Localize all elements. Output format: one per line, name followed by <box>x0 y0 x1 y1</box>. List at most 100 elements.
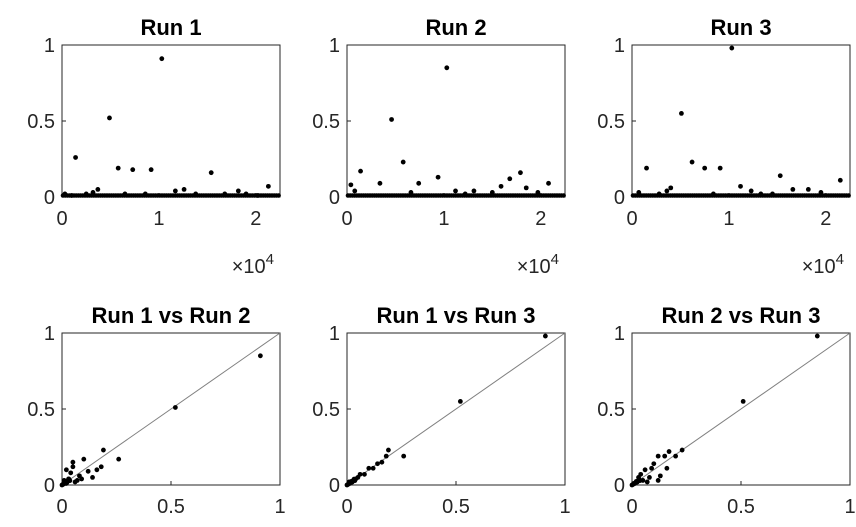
subplot-title: Run 3 <box>710 15 771 40</box>
data-point <box>518 170 523 176</box>
series-points <box>636 45 843 197</box>
x-axis-multiplier: ×104 <box>802 251 844 278</box>
x-tick-label: 0.5 <box>727 496 755 518</box>
y-tick-label: 0 <box>329 475 340 497</box>
x-tick-label: 1 <box>438 208 449 230</box>
data-point <box>790 187 796 192</box>
subplot-5: Run 1 vs Run 3 0 0.5 1 0 0.5 1 <box>312 303 570 518</box>
y-tick-label: 0.5 <box>27 399 55 421</box>
data-point <box>257 353 263 359</box>
data-point <box>122 191 128 197</box>
data-point <box>61 478 67 483</box>
axes-frame <box>61 44 281 198</box>
series-points <box>631 333 820 486</box>
y-tick-label: 0.5 <box>312 399 340 421</box>
x-multiplier-exponent: 4 <box>266 251 274 268</box>
subplot-1: Run 1 0 1 2 0 0.5 1 ×104 <box>27 15 281 278</box>
series-points <box>62 56 271 198</box>
data-point <box>95 187 101 192</box>
subplot-title: Run 2 <box>425 15 486 40</box>
subplot-title: Run 1 vs Run 2 <box>92 303 251 328</box>
data-point <box>193 191 199 197</box>
data-point <box>172 405 178 410</box>
y-tick-label: 0.5 <box>312 111 340 133</box>
data-point <box>729 45 735 51</box>
data-point <box>535 190 541 195</box>
data-point <box>818 190 824 195</box>
x-tick-label: 1 <box>559 496 570 518</box>
data-point <box>740 399 746 404</box>
data-point <box>90 475 95 480</box>
x-tick-label: 0.5 <box>157 496 185 518</box>
baseline-points <box>630 193 851 198</box>
y-tick-label: 0.5 <box>27 111 55 133</box>
x-tick-label: 0 <box>341 208 352 230</box>
data-point <box>389 117 394 122</box>
data-point <box>717 165 723 171</box>
data-point <box>416 180 422 186</box>
reference-line <box>61 332 281 486</box>
x-multiplier-exponent: 4 <box>836 251 844 268</box>
data-point <box>383 453 389 459</box>
data-point <box>657 473 663 479</box>
data-point <box>664 188 670 194</box>
data-point <box>68 470 74 476</box>
data-point <box>679 447 685 453</box>
data-point <box>636 190 642 195</box>
y-tick-label: 1 <box>329 323 340 345</box>
data-point <box>814 333 820 339</box>
data-point <box>142 191 148 197</box>
x-tick-label: 2 <box>820 208 831 230</box>
data-point <box>631 481 637 486</box>
data-point <box>90 190 96 195</box>
y-tick-label: 1 <box>44 323 55 345</box>
x-multiplier-base: ×10 <box>232 256 266 278</box>
data-point <box>73 155 78 160</box>
data-point <box>386 447 391 453</box>
data-point <box>94 467 100 473</box>
data-point <box>235 188 241 194</box>
reference-line <box>346 332 566 486</box>
data-point <box>462 191 468 197</box>
data-point <box>116 456 122 462</box>
data-point <box>489 190 495 195</box>
axes-frame <box>631 44 851 198</box>
data-point <box>346 479 352 485</box>
data-point <box>444 65 450 71</box>
x-tick-label: 1 <box>274 496 285 518</box>
y-tick-label: 1 <box>44 35 55 57</box>
data-point <box>453 188 458 194</box>
data-point <box>79 476 85 482</box>
y-tick-label: 1 <box>614 323 625 345</box>
series-points <box>61 353 263 486</box>
data-point <box>74 478 80 483</box>
baseline-points <box>345 193 566 198</box>
data-point <box>70 459 76 465</box>
y-tick-label: 0 <box>329 187 340 209</box>
data-point <box>375 461 380 467</box>
x-multiplier-base: ×10 <box>802 256 836 278</box>
data-point <box>70 464 76 470</box>
data-point <box>546 180 551 186</box>
x-tick-label: 0 <box>56 496 67 518</box>
y-tick-label: 0 <box>614 475 625 497</box>
x-tick-label: 2 <box>250 208 261 230</box>
data-point <box>673 453 678 459</box>
subplot-title: Run 1 <box>140 15 201 40</box>
data-point <box>846 193 851 198</box>
reference-line <box>631 332 851 486</box>
data-point <box>63 467 69 473</box>
data-point <box>702 165 708 171</box>
subplot-2: Run 2 0 1 2 0 0.5 1 ×104 <box>312 15 566 278</box>
x-tick-label: 0 <box>626 496 637 518</box>
data-point <box>348 182 354 188</box>
x-tick-label: 0 <box>341 496 352 518</box>
data-point <box>366 465 372 471</box>
data-point <box>208 170 214 176</box>
axes-frame <box>346 44 566 198</box>
y-tick-label: 0 <box>614 187 625 209</box>
data-point <box>85 468 91 474</box>
data-point <box>644 479 650 485</box>
data-point <box>689 159 695 165</box>
